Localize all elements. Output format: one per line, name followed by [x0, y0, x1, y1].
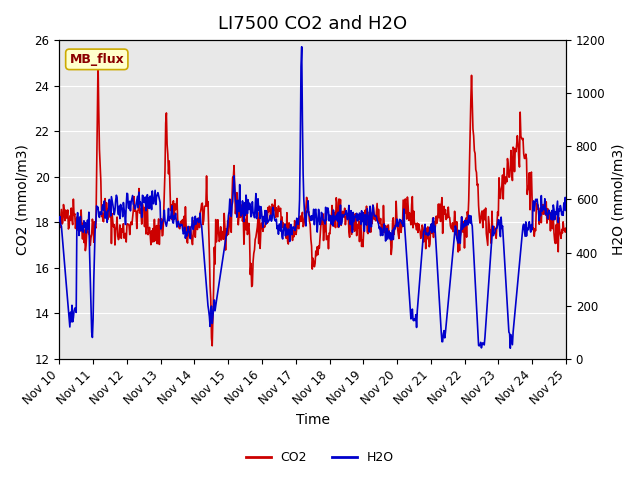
X-axis label: Time: Time — [296, 413, 330, 427]
Legend: CO2, H2O: CO2, H2O — [241, 446, 399, 469]
Title: LI7500 CO2 and H2O: LI7500 CO2 and H2O — [218, 15, 407, 33]
Y-axis label: CO2 (mmol/m3): CO2 (mmol/m3) — [15, 144, 29, 255]
Y-axis label: H2O (mmol/m3): H2O (mmol/m3) — [611, 144, 625, 255]
Text: MB_flux: MB_flux — [69, 53, 124, 66]
